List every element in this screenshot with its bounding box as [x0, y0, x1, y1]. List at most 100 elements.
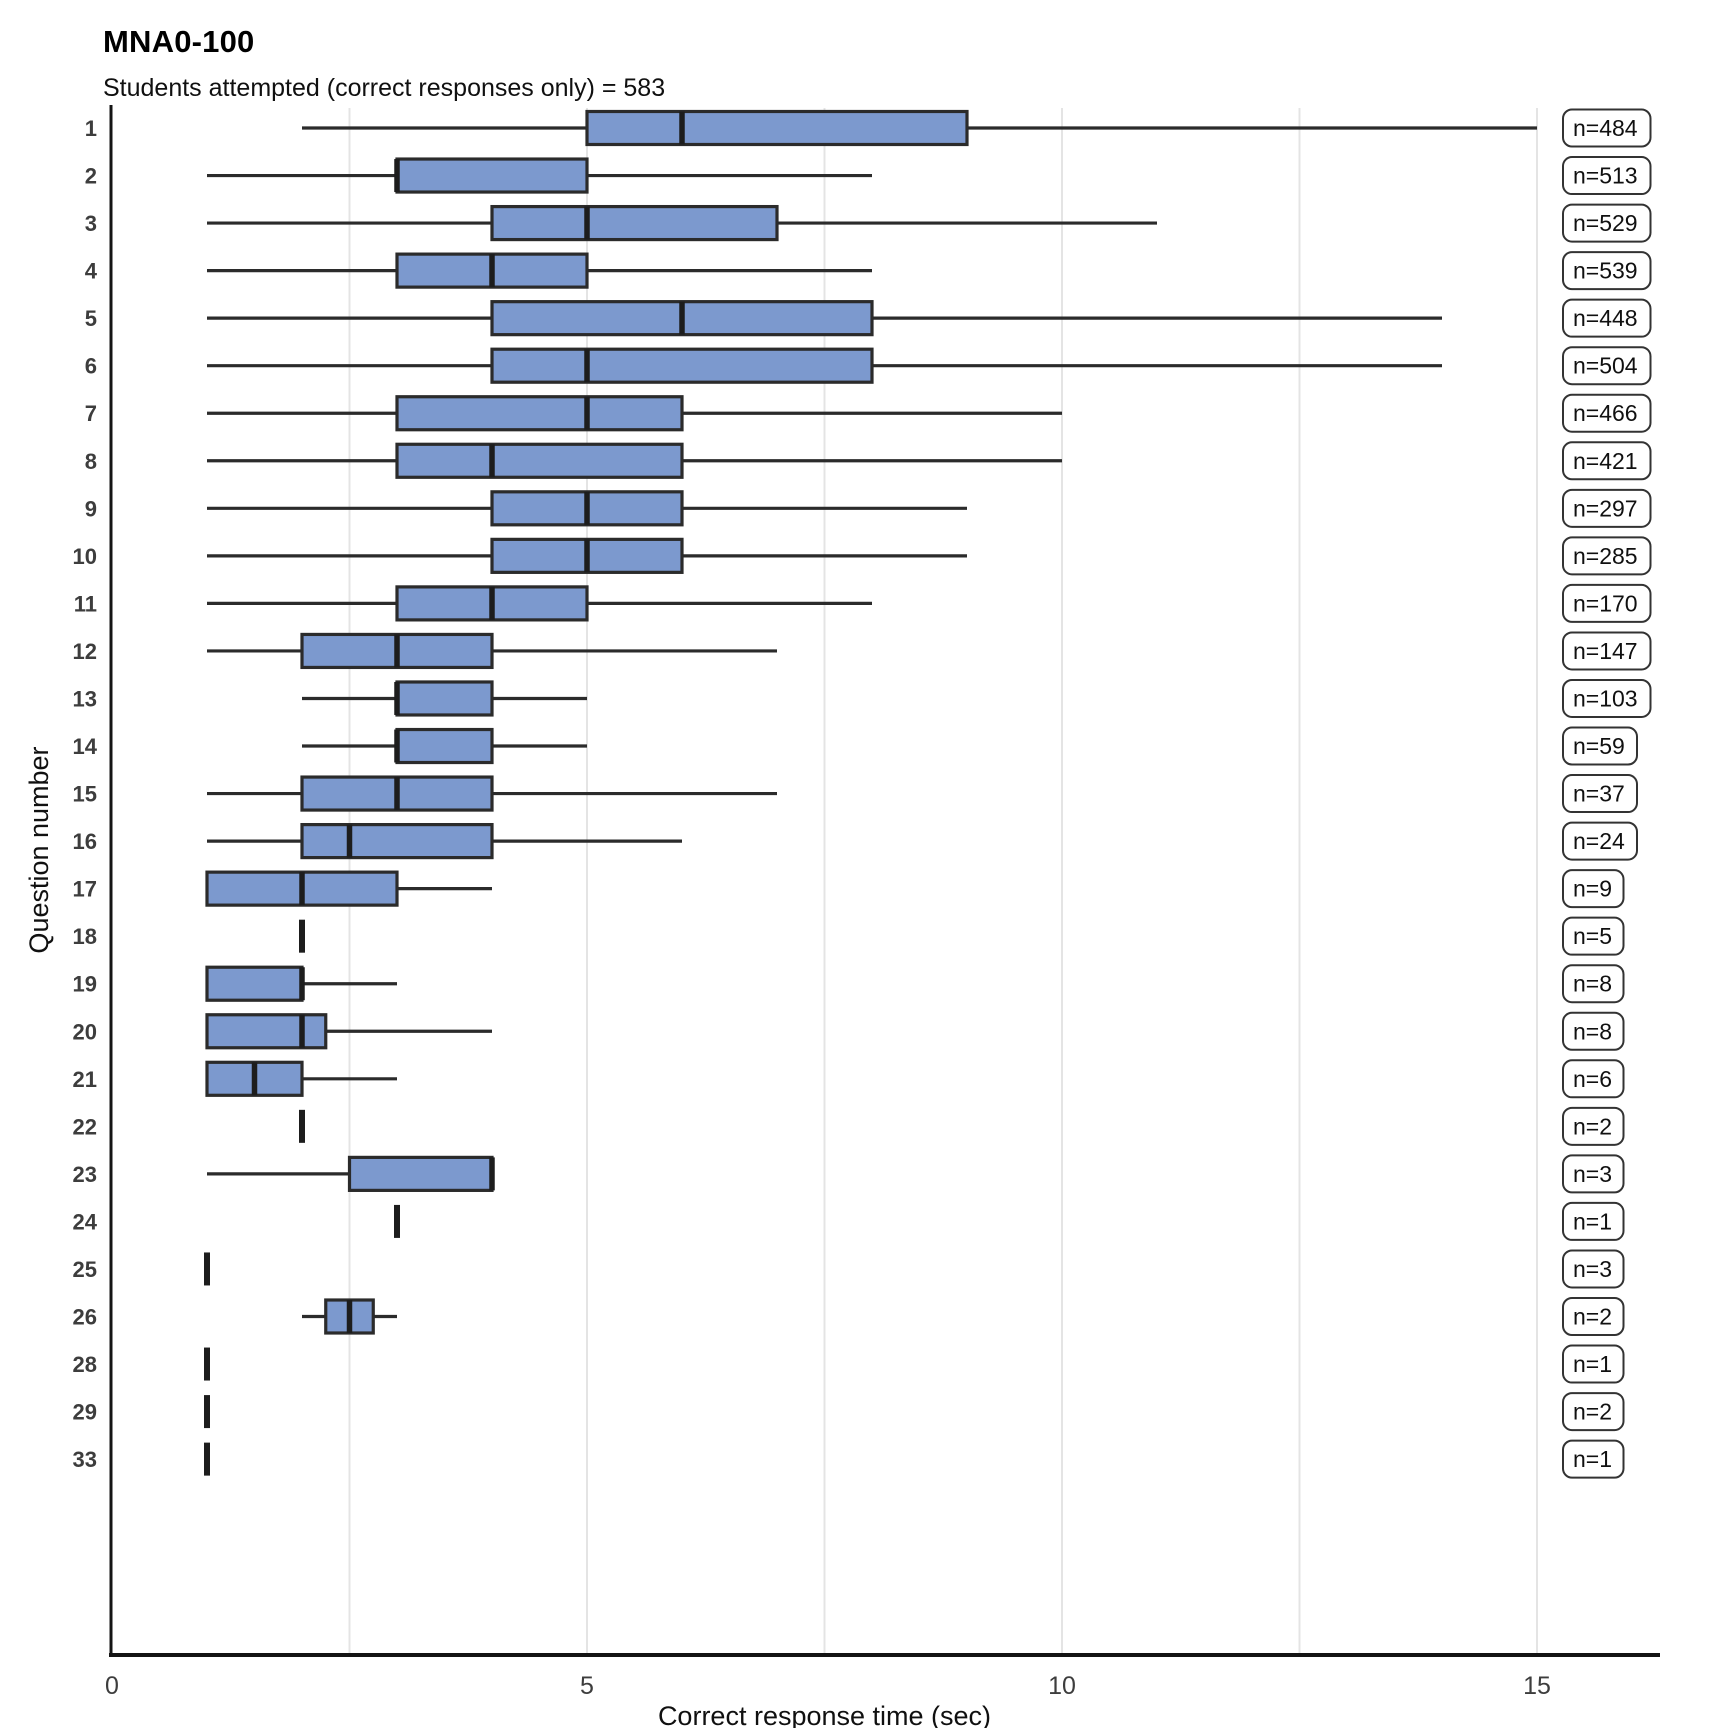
y-tick-label-q24: 24 — [73, 1209, 98, 1234]
y-tick-label-q19: 19 — [73, 972, 97, 997]
y-tick-label-q33: 33 — [73, 1447, 97, 1472]
n-badge-q1 — [1562, 108, 1652, 148]
y-tick-label-q10: 10 — [73, 544, 97, 569]
y-tick-label-q21: 21 — [73, 1067, 97, 1092]
n-badge-label-q12: n=147 — [1573, 638, 1638, 664]
n-badge-q26 — [1562, 1297, 1625, 1336]
n-badge-q7 — [1562, 393, 1652, 433]
y-tick-label-q18: 18 — [73, 924, 97, 949]
n-badge-label-q3: n=529 — [1573, 210, 1638, 236]
box-q1 — [585, 109, 969, 147]
n-badge-label-q14: n=59 — [1573, 733, 1625, 759]
box-q16 — [300, 822, 494, 860]
n-badge-q28 — [1562, 1344, 1625, 1384]
n-badge-label-q8: n=421 — [1573, 448, 1638, 474]
box-q3 — [490, 204, 779, 242]
n-badge-q8 — [1562, 441, 1652, 481]
box-q13 — [395, 680, 494, 717]
x-tick-label-15: 15 — [1523, 1672, 1551, 1700]
y-tick-label-q20: 20 — [73, 1019, 97, 1044]
x-tick-label-10: 10 — [1048, 1672, 1076, 1700]
n-badge-q2 — [1562, 156, 1652, 196]
n-badge-q4 — [1562, 251, 1652, 291]
n-badge-label-q17: n=9 — [1573, 876, 1612, 902]
y-tick-label-q23: 23 — [73, 1162, 97, 1187]
y-tick-label-q1: 1 — [85, 116, 97, 141]
n-badge-q10 — [1562, 536, 1652, 576]
y-tick-label-q6: 6 — [85, 354, 97, 379]
n-badge-label-q18: n=5 — [1573, 923, 1612, 949]
n-badge-label-q7: n=466 — [1573, 400, 1638, 426]
n-badge-q11 — [1562, 583, 1652, 623]
n-badge-q23 — [1562, 1154, 1625, 1194]
y-tick-label-q16: 16 — [73, 829, 97, 854]
y-tick-label-q5: 5 — [85, 306, 97, 331]
y-axis-title: Question number — [24, 746, 54, 953]
n-badge-q18 — [1562, 916, 1625, 956]
n-badge-label-q20: n=8 — [1573, 1018, 1612, 1044]
n-badge-q5 — [1562, 298, 1652, 338]
y-tick-label-q2: 2 — [85, 164, 97, 189]
n-badge-q17 — [1562, 869, 1625, 909]
n-badge-q15 — [1562, 774, 1638, 814]
box-q14 — [395, 727, 494, 765]
y-tick-label-q13: 13 — [73, 686, 97, 711]
n-badge-label-q24: n=1 — [1573, 1208, 1612, 1234]
x-tick-label-0: 0 — [105, 1672, 119, 1700]
n-badge-q14 — [1562, 726, 1638, 766]
box-q23 — [347, 1155, 494, 1192]
n-badge-label-q19: n=8 — [1573, 971, 1612, 997]
n-badge-q33 — [1562, 1439, 1625, 1479]
y-tick-label-q7: 7 — [85, 401, 97, 426]
n-badge-q9 — [1562, 488, 1652, 528]
y-tick-label-q3: 3 — [85, 211, 97, 236]
n-badge-label-q21: n=6 — [1573, 1066, 1612, 1092]
n-badge-label-q15: n=37 — [1573, 781, 1625, 807]
n-badge-label-q23: n=3 — [1573, 1161, 1612, 1187]
n-badge-label-q9: n=297 — [1573, 495, 1638, 521]
box-q7 — [395, 395, 684, 432]
n-badge-q3 — [1562, 203, 1652, 243]
y-tick-label-q29: 29 — [73, 1400, 97, 1425]
n-badge-label-q4: n=539 — [1573, 258, 1638, 284]
y-tick-label-q4: 4 — [85, 259, 98, 284]
y-tick-label-q9: 9 — [85, 496, 97, 521]
n-badge-label-q11: n=170 — [1573, 590, 1638, 616]
chart-subtitle: Students attempted (correct responses on… — [103, 74, 666, 102]
n-badge-q20 — [1562, 1011, 1625, 1051]
n-badge-q24 — [1562, 1201, 1625, 1241]
n-badge-q21 — [1562, 1059, 1625, 1099]
y-tick-label-q22: 22 — [73, 1114, 97, 1139]
n-badge-q19 — [1562, 964, 1625, 1004]
y-tick-label-q12: 12 — [73, 639, 97, 664]
n-badge-q6 — [1562, 346, 1652, 386]
y-tick-label-q25: 25 — [73, 1257, 97, 1282]
box-q19 — [205, 965, 304, 1002]
n-badge-label-q26: n=2 — [1573, 1304, 1612, 1330]
n-badge-label-q29: n=2 — [1573, 1399, 1612, 1425]
n-badge-q16 — [1562, 821, 1638, 861]
n-badge-label-q2: n=513 — [1573, 163, 1638, 189]
x-axis-title: Correct response time (sec) — [658, 1701, 991, 1728]
y-tick-label-q28: 28 — [73, 1352, 97, 1377]
n-badge-label-q28: n=1 — [1573, 1351, 1612, 1377]
n-badge-label-q13: n=103 — [1573, 685, 1638, 711]
y-tick-label-q14: 14 — [73, 734, 98, 759]
y-tick-label-q17: 17 — [73, 877, 97, 902]
n-badge-label-q33: n=1 — [1573, 1446, 1612, 1472]
n-badge-label-q16: n=24 — [1573, 828, 1625, 854]
box-q2 — [395, 157, 589, 194]
n-badge-q13 — [1562, 678, 1652, 718]
n-badge-label-q5: n=448 — [1573, 305, 1638, 331]
x-tick-label-5: 5 — [580, 1672, 594, 1700]
y-tick-label-q8: 8 — [85, 449, 97, 474]
n-badge-label-q22: n=2 — [1573, 1113, 1612, 1139]
box-q8 — [395, 442, 684, 479]
y-tick-label-q15: 15 — [73, 782, 97, 807]
n-badge-label-q1: n=484 — [1573, 115, 1638, 141]
n-badge-q12 — [1562, 631, 1652, 671]
box-q20 — [205, 1013, 328, 1050]
n-badge-label-q25: n=3 — [1573, 1256, 1612, 1282]
